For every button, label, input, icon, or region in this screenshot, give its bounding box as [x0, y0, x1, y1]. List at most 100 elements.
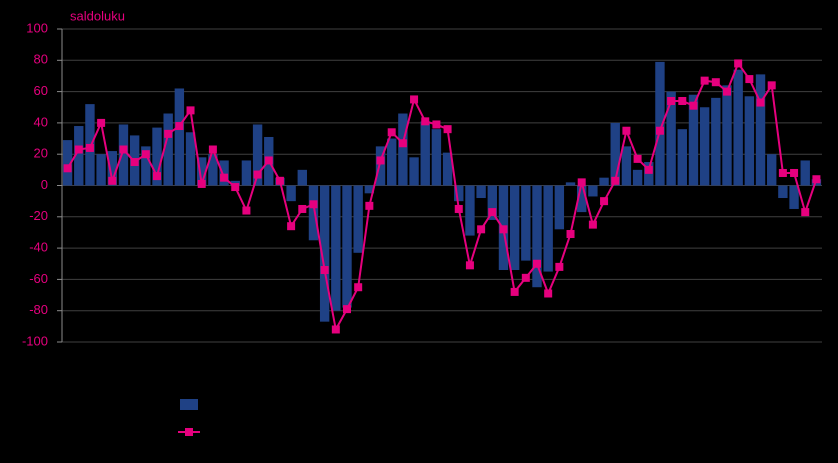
- bar: [789, 185, 799, 209]
- marker: [186, 106, 195, 115]
- marker: [63, 164, 72, 173]
- marker: [577, 178, 586, 187]
- legend-swatch: [180, 399, 198, 410]
- bar: [621, 146, 632, 186]
- marker: [633, 154, 642, 163]
- bar: [733, 69, 743, 186]
- bar: [398, 113, 408, 186]
- bar: [319, 185, 330, 322]
- marker: [354, 283, 363, 292]
- bar: [219, 160, 229, 186]
- marker: [678, 96, 687, 105]
- y-tick-label: -100: [22, 333, 48, 348]
- y-axis-label: saldoluku: [70, 8, 125, 23]
- bar: [442, 152, 453, 186]
- bar: [118, 124, 129, 186]
- bar: [375, 146, 386, 186]
- marker: [801, 208, 810, 217]
- bar: [185, 132, 196, 186]
- marker: [175, 122, 184, 131]
- bar: [252, 124, 263, 186]
- bar: [521, 185, 531, 261]
- bar: [599, 177, 609, 186]
- marker: [97, 118, 106, 127]
- marker: [74, 145, 83, 154]
- marker: [164, 129, 173, 138]
- marker: [689, 101, 698, 110]
- marker: [197, 179, 206, 188]
- bar: [722, 85, 732, 186]
- bar: [688, 94, 699, 186]
- bar: [208, 154, 218, 186]
- bar: [387, 138, 397, 186]
- bar: [487, 185, 497, 220]
- marker: [767, 81, 776, 90]
- marker: [343, 305, 351, 314]
- marker: [465, 261, 474, 270]
- y-tick-label: 100: [26, 20, 48, 35]
- bar: [174, 88, 185, 186]
- bar: [744, 96, 755, 186]
- bar: [331, 185, 341, 311]
- marker: [544, 289, 553, 298]
- y-tick-label: -80: [29, 302, 48, 317]
- marker: [421, 117, 430, 126]
- marker: [410, 95, 419, 104]
- marker: [711, 78, 720, 87]
- y-tick-label: -60: [29, 271, 48, 286]
- marker: [119, 145, 128, 154]
- marker: [611, 176, 620, 185]
- marker: [734, 59, 743, 68]
- marker: [488, 208, 497, 217]
- bar: [152, 127, 162, 186]
- marker: [555, 262, 564, 271]
- marker: [510, 287, 519, 296]
- marker: [667, 96, 676, 105]
- marker: [521, 273, 530, 282]
- bar: [454, 185, 464, 202]
- marker: [723, 87, 731, 96]
- bar: [420, 121, 430, 186]
- marker: [588, 220, 597, 229]
- bar: [565, 182, 576, 186]
- y-tick-label: 60: [34, 83, 48, 98]
- marker: [398, 139, 407, 148]
- marker: [108, 176, 117, 185]
- marker: [309, 200, 318, 209]
- bar: [163, 113, 173, 186]
- bar: [364, 185, 375, 194]
- bar: [74, 126, 84, 186]
- bar: [666, 91, 676, 186]
- marker: [85, 143, 94, 152]
- marker: [208, 145, 217, 154]
- bar: [353, 185, 363, 253]
- marker: [387, 128, 396, 137]
- marker: [566, 230, 575, 239]
- marker: [376, 156, 385, 165]
- marker: [644, 165, 653, 174]
- marker: [454, 204, 463, 213]
- marker: [600, 197, 609, 206]
- y-tick-label: 40: [34, 114, 48, 129]
- marker: [287, 222, 296, 231]
- marker: [220, 173, 229, 182]
- bar: [800, 160, 810, 186]
- bar: [699, 107, 710, 186]
- bar: [197, 157, 207, 186]
- bar: [610, 122, 620, 186]
- bar: [767, 154, 777, 186]
- marker: [253, 170, 262, 179]
- bar: [655, 61, 665, 186]
- bar: [476, 185, 486, 199]
- marker: [231, 183, 240, 192]
- bar: [711, 97, 721, 186]
- y-tick-label: -20: [29, 208, 48, 223]
- marker: [477, 225, 486, 234]
- bar: [141, 146, 151, 186]
- bar: [431, 129, 442, 186]
- bar: [677, 129, 687, 186]
- marker: [320, 266, 329, 275]
- marker: [264, 156, 273, 165]
